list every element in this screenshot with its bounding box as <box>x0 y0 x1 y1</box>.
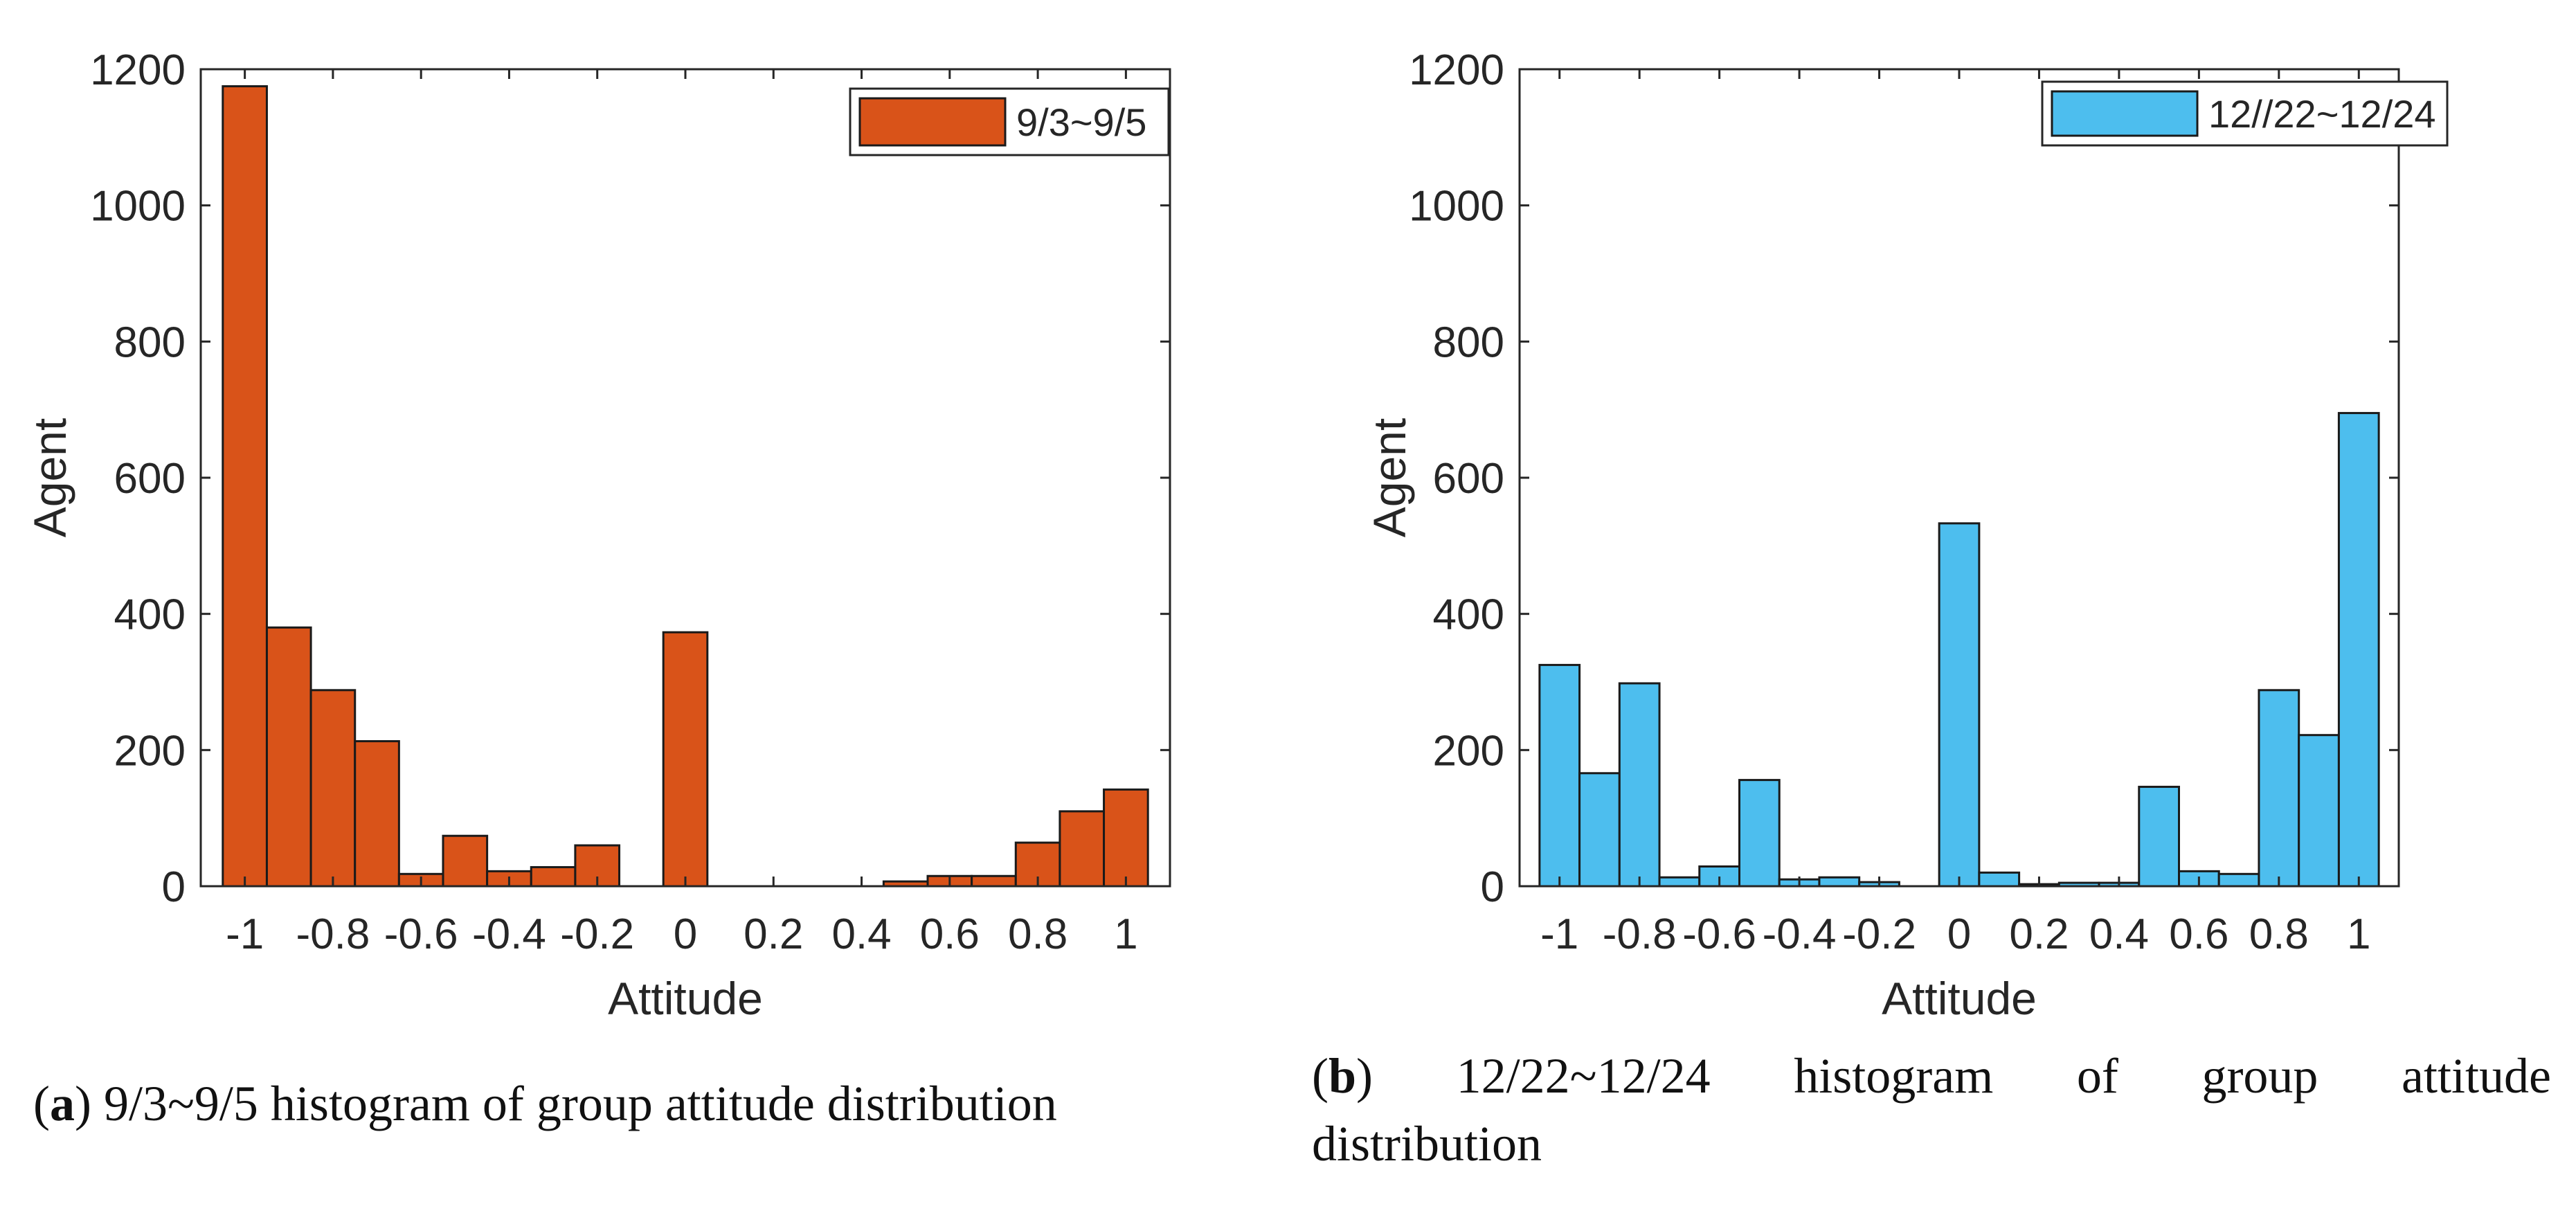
legend-label: 12//22~12/24 <box>2208 92 2436 136</box>
caption-b-word: of <box>2076 1048 2118 1104</box>
caption-b: (b) 12/22~12/24 histogram of group attit… <box>1312 1042 2551 1178</box>
histogram-bar <box>1059 810 1106 888</box>
x-tick-label: -0.8 <box>1603 910 1677 958</box>
y-tick-label: 800 <box>114 318 186 366</box>
histogram-bar <box>2138 785 2180 888</box>
x-tick-label: 0 <box>674 910 697 958</box>
x-tick-label: -0.6 <box>1682 910 1756 958</box>
histogram-bar <box>309 689 357 888</box>
legend-swatch <box>2051 90 2199 137</box>
legend-swatch <box>858 97 1007 147</box>
histogram-bar <box>1578 772 1621 888</box>
histogram-bar <box>1818 876 1861 888</box>
histogram-bar <box>2337 412 2380 888</box>
caption-a: (a) 9/3~9/5 histogram of group attitude … <box>33 1076 1057 1131</box>
histogram-bar <box>2217 872 2260 888</box>
caption-b-label: (b) <box>1312 1048 1373 1104</box>
x-tick-label: 1 <box>2347 910 2370 958</box>
x-tick-label: -0.6 <box>384 910 458 958</box>
x-tick-label: -0.4 <box>1763 910 1837 958</box>
x-tick-label: 0.6 <box>920 910 980 958</box>
y-tick-label: 0 <box>1481 863 1504 911</box>
caption-b-word: histogram <box>1794 1048 1994 1104</box>
histogram-bar <box>1938 522 1981 888</box>
y-tick-label: 400 <box>114 591 186 639</box>
histogram-bar <box>1738 779 1781 888</box>
y-tick-label: 1000 <box>90 183 186 231</box>
histogram-bar <box>2298 734 2340 888</box>
y-tick-label: 1200 <box>90 46 186 94</box>
caption-b-word: 12/22~12/24 <box>1456 1048 1711 1104</box>
histogram-bar <box>530 865 577 888</box>
histogram-bar <box>265 626 312 888</box>
x-tick-label: -0.2 <box>1842 910 1916 958</box>
legend-label: 9/3~9/5 <box>1016 100 1146 144</box>
x-tick-label: 0.6 <box>2169 910 2228 958</box>
caption-b-word: group <box>2201 1048 2318 1104</box>
x-axis-label: Attitude <box>1882 973 2037 1024</box>
y-axis-label: Agent <box>24 418 75 537</box>
caption-b-line2: distribution <box>1312 1116 1542 1171</box>
histogram-bar <box>1658 876 1701 888</box>
histogram-bar <box>442 834 489 888</box>
x-tick-label: 0.2 <box>2009 910 2069 958</box>
y-tick-label: 600 <box>1433 455 1504 503</box>
x-tick-label: -0.2 <box>560 910 634 958</box>
y-axis-label: Agent <box>1364 418 1415 537</box>
x-tick-label: -0.4 <box>472 910 546 958</box>
y-tick-label: 0 <box>162 863 186 911</box>
histogram-bar <box>662 631 709 888</box>
histogram-bar <box>354 740 400 888</box>
x-tick-label: 0 <box>1947 910 1971 958</box>
histogram-bar <box>1538 663 1581 888</box>
histogram-bar <box>1978 871 2021 888</box>
x-tick-label: 0.4 <box>2089 910 2149 958</box>
x-axis-label: Attitude <box>608 973 763 1024</box>
histogram-bar <box>971 874 1017 888</box>
caption-b-word: attitude <box>2402 1048 2551 1104</box>
x-tick-label: 1 <box>1114 910 1137 958</box>
x-tick-label: 0.4 <box>831 910 891 958</box>
caption-a-letter: a <box>49 1076 75 1131</box>
y-tick-label: 200 <box>1433 727 1504 775</box>
x-tick-label: 0.8 <box>1008 910 1068 958</box>
y-tick-label: 800 <box>1433 318 1504 366</box>
histogram-bar <box>1103 788 1149 888</box>
x-tick-label: -1 <box>1540 910 1578 958</box>
caption-b-line1: (b) 12/22~12/24 histogram of group attit… <box>1312 1042 2551 1110</box>
y-tick-label: 200 <box>114 727 186 775</box>
histogram-panel-b: 0 200 400 600 800 1000 1200 -1 -0.8 -0.6 -0.4 -0.2 0… <box>1364 46 2449 1024</box>
caption-b-letter: b <box>1328 1048 1357 1104</box>
y-tick-label: 600 <box>114 455 186 503</box>
x-tick-label: -0.8 <box>296 910 370 958</box>
caption-a-text: 9/3~9/5 histogram of group attitude dist… <box>91 1076 1057 1131</box>
histogram-bar <box>222 85 268 888</box>
y-tick-label: 1200 <box>1409 46 1504 94</box>
histogram-panel-a: 0 200 400 600 800 1000 1200 -1 -0.8 -0.6 -0.4 -0.2 0… <box>24 46 1171 1024</box>
x-tick-label: 0.2 <box>744 910 803 958</box>
x-tick-label: -1 <box>226 910 264 958</box>
histogram-bar <box>2258 689 2300 888</box>
y-tick-label: 1000 <box>1409 183 1504 231</box>
histogram-bar <box>1618 682 1661 888</box>
x-tick-label: 0.8 <box>2249 910 2309 958</box>
y-tick-label: 400 <box>1433 591 1504 639</box>
